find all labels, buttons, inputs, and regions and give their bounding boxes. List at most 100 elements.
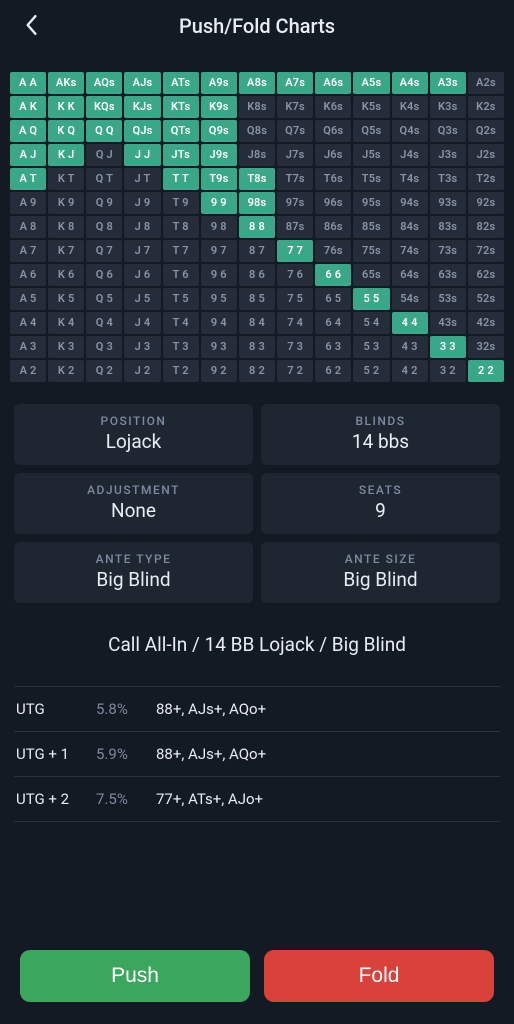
hand-cell[interactable]: AKs <box>48 72 84 94</box>
hand-cell[interactable]: A A <box>10 72 46 94</box>
hand-cell[interactable]: 5 4 <box>353 312 389 334</box>
hand-cell[interactable]: 95s <box>353 192 389 214</box>
hand-cell[interactable]: J4s <box>392 144 428 166</box>
hand-cell[interactable]: Q3s <box>430 120 466 142</box>
hand-cell[interactable]: 9 3 <box>201 336 237 358</box>
hand-cell[interactable]: J5s <box>353 144 389 166</box>
hand-cell[interactable]: Q 5 <box>86 288 122 310</box>
hand-cell[interactable]: Q 3 <box>86 336 122 358</box>
hand-cell[interactable]: K 9 <box>48 192 84 214</box>
hand-cell[interactable]: J8s <box>239 144 275 166</box>
hand-cell[interactable]: J 3 <box>124 336 160 358</box>
hand-cell[interactable]: A2s <box>468 72 504 94</box>
hand-cell[interactable]: J 6 <box>124 264 160 286</box>
hand-cell[interactable]: 8 7 <box>239 240 275 262</box>
hand-cell[interactable]: 5 3 <box>353 336 389 358</box>
hand-cell[interactable]: 74s <box>392 240 428 262</box>
hand-cell[interactable]: K J <box>48 144 84 166</box>
hand-cell[interactable]: 3 2 <box>430 360 466 382</box>
hand-cell[interactable]: K 5 <box>48 288 84 310</box>
hand-cell[interactable]: J6s <box>315 144 351 166</box>
hand-cell[interactable]: 9 4 <box>201 312 237 334</box>
hand-cell[interactable]: A 7 <box>10 240 46 262</box>
fold-button[interactable]: Fold <box>264 950 494 1002</box>
hand-cell[interactable]: 32s <box>468 336 504 358</box>
hand-cell[interactable]: K 4 <box>48 312 84 334</box>
hand-cell[interactable]: T 7 <box>163 240 199 262</box>
hand-cell[interactable]: T 4 <box>163 312 199 334</box>
hand-cell[interactable]: J 9 <box>124 192 160 214</box>
param-card[interactable]: POSITIONLojack <box>14 404 253 465</box>
hand-cell[interactable]: A6s <box>315 72 351 94</box>
hand-cell[interactable]: A9s <box>201 72 237 94</box>
hand-cell[interactable]: 4 4 <box>392 312 428 334</box>
hand-cell[interactable]: K8s <box>239 96 275 118</box>
hand-cell[interactable]: Q4s <box>392 120 428 142</box>
hand-cell[interactable]: A 9 <box>10 192 46 214</box>
hand-cell[interactable]: 8 4 <box>239 312 275 334</box>
hand-cell[interactable]: T 2 <box>163 360 199 382</box>
hand-cell[interactable]: T9s <box>201 168 237 190</box>
hand-cell[interactable]: 6 4 <box>315 312 351 334</box>
hand-cell[interactable]: AQs <box>86 72 122 94</box>
hand-cell[interactable]: Q 4 <box>86 312 122 334</box>
hand-cell[interactable]: K K <box>48 96 84 118</box>
hand-cell[interactable]: 92s <box>468 192 504 214</box>
hand-cell[interactable]: 8 3 <box>239 336 275 358</box>
hand-cell[interactable]: 2 2 <box>468 360 504 382</box>
hand-cell[interactable]: 53s <box>430 288 466 310</box>
hand-cell[interactable]: J 4 <box>124 312 160 334</box>
hand-cell[interactable]: Q 8 <box>86 216 122 238</box>
hand-cell[interactable]: 43s <box>430 312 466 334</box>
hand-cell[interactable]: Q T <box>86 168 122 190</box>
hand-cell[interactable]: T5s <box>353 168 389 190</box>
hand-cell[interactable]: J 5 <box>124 288 160 310</box>
hand-cell[interactable]: K 6 <box>48 264 84 286</box>
hand-cell[interactable]: Q8s <box>239 120 275 142</box>
hand-cell[interactable]: A3s <box>430 72 466 94</box>
hand-cell[interactable]: Q 2 <box>86 360 122 382</box>
param-card[interactable]: ADJUSTMENTNone <box>14 473 253 534</box>
hand-cell[interactable]: 7 4 <box>277 312 313 334</box>
hand-cell[interactable]: 83s <box>430 216 466 238</box>
hand-cell[interactable]: 8 6 <box>239 264 275 286</box>
hand-cell[interactable]: QJs <box>124 120 160 142</box>
param-card[interactable]: BLINDS14 bbs <box>261 404 500 465</box>
hand-cell[interactable]: K 7 <box>48 240 84 262</box>
back-button[interactable] <box>24 14 44 34</box>
hand-cell[interactable]: 86s <box>315 216 351 238</box>
hand-cell[interactable]: T 9 <box>163 192 199 214</box>
hand-cell[interactable]: 98s <box>239 192 275 214</box>
hand-cell[interactable]: A 2 <box>10 360 46 382</box>
hand-cell[interactable]: K4s <box>392 96 428 118</box>
hand-cell[interactable]: A 6 <box>10 264 46 286</box>
hand-cell[interactable]: KJs <box>124 96 160 118</box>
hand-cell[interactable]: A 4 <box>10 312 46 334</box>
hand-cell[interactable]: 7 6 <box>277 264 313 286</box>
hand-cell[interactable]: T3s <box>430 168 466 190</box>
hand-cell[interactable]: QTs <box>163 120 199 142</box>
hand-cell[interactable]: 84s <box>392 216 428 238</box>
hand-cell[interactable]: T 6 <box>163 264 199 286</box>
hand-cell[interactable]: K 8 <box>48 216 84 238</box>
hand-cell[interactable]: T T <box>163 168 199 190</box>
hand-cell[interactable]: 72s <box>468 240 504 262</box>
hand-cell[interactable]: J 8 <box>124 216 160 238</box>
hand-cell[interactable]: 97s <box>277 192 313 214</box>
param-card[interactable]: ANTE TYPEBig Blind <box>14 542 253 603</box>
hand-cell[interactable]: 3 3 <box>430 336 466 358</box>
hand-cell[interactable]: A8s <box>239 72 275 94</box>
hand-cell[interactable]: K3s <box>430 96 466 118</box>
hand-cell[interactable]: J9s <box>201 144 237 166</box>
hand-cell[interactable]: K9s <box>201 96 237 118</box>
hand-cell[interactable]: 5 2 <box>353 360 389 382</box>
hand-cell[interactable]: 82s <box>468 216 504 238</box>
hand-cell[interactable]: 6 5 <box>315 288 351 310</box>
hand-cell[interactable]: KTs <box>163 96 199 118</box>
hand-cell[interactable]: A T <box>10 168 46 190</box>
param-card[interactable]: SEATS9 <box>261 473 500 534</box>
hand-cell[interactable]: 9 5 <box>201 288 237 310</box>
hand-cell[interactable]: A K <box>10 96 46 118</box>
hand-cell[interactable]: Q5s <box>353 120 389 142</box>
hand-cell[interactable]: 52s <box>468 288 504 310</box>
